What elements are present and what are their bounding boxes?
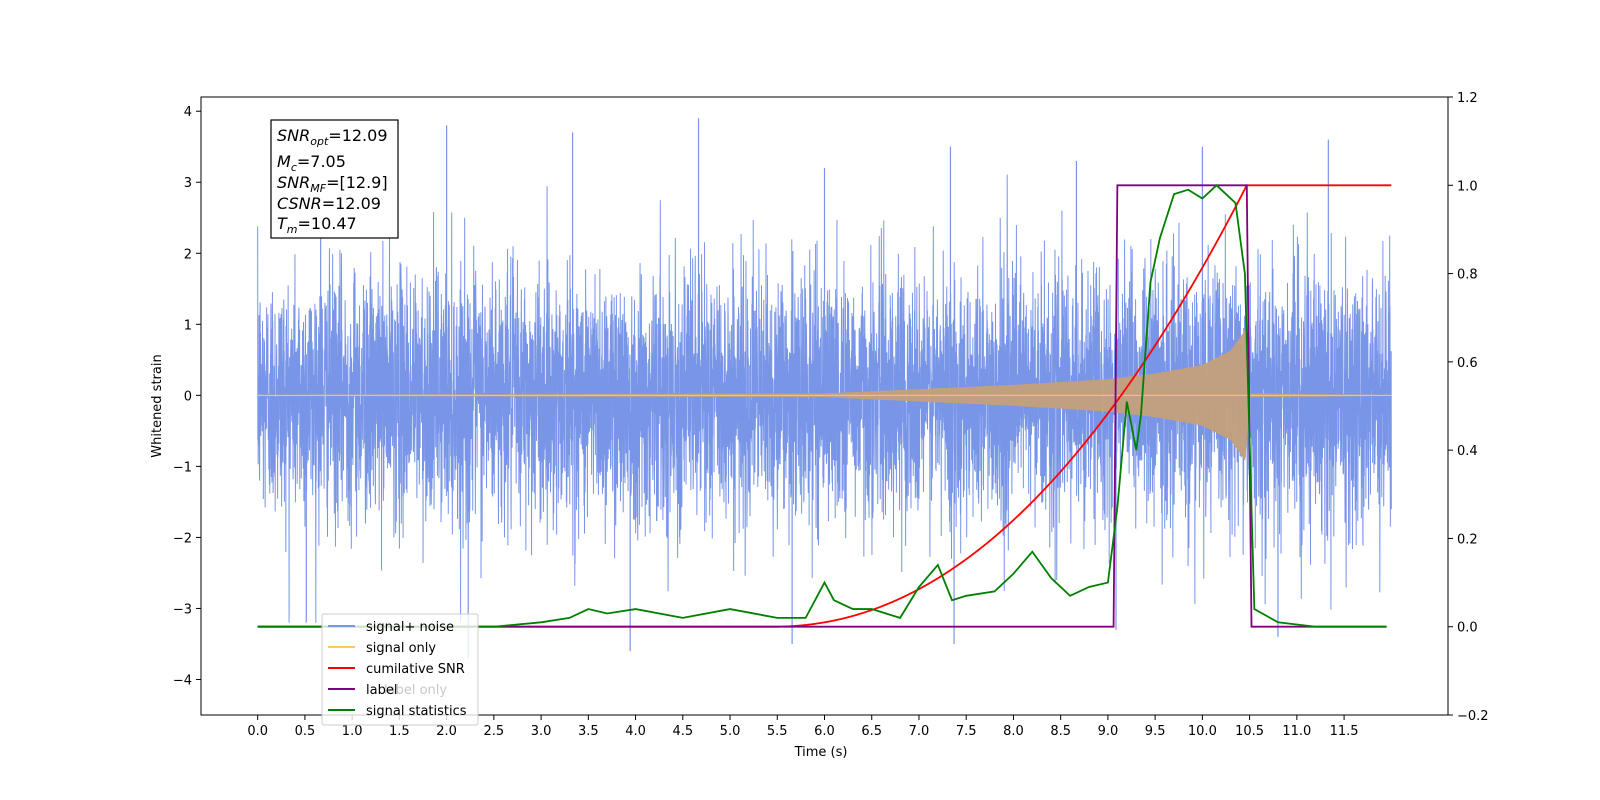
y-axis-label: Whitened strain (150, 354, 165, 457)
info-subscript: opt (310, 135, 329, 148)
x-tick-label: 0.5 (295, 724, 316, 739)
y-right-tick-label: 0.2 (1457, 532, 1478, 547)
x-tick-label: 1.5 (389, 724, 410, 739)
x-tick-label: 7.0 (909, 724, 930, 739)
y-left-tick-label: −2 (173, 531, 192, 546)
y-left-tick-label: 1 (184, 318, 192, 333)
legend-label-signal-statistics: signal statistics (366, 704, 467, 719)
info-value: =7.05 (297, 152, 346, 171)
y-right-tick-label: 1.2 (1457, 91, 1478, 106)
legend-label-signal-only: signal only (366, 641, 436, 656)
x-tick-label: 5.0 (720, 724, 741, 739)
series-layer (257, 118, 1392, 659)
info-box-frame (270, 119, 399, 239)
y-left-tick-label: −3 (173, 602, 192, 617)
y-right-tick-label: 0.6 (1457, 356, 1478, 371)
x-tick-label: 3.5 (578, 724, 599, 739)
info-value: =10.47 (298, 214, 357, 233)
x-tick-label: 4.5 (672, 724, 693, 739)
x-tick-label: 6.5 (861, 724, 882, 739)
x-tick-label: 0.0 (247, 724, 268, 739)
legend: signal+ noise signal only cumilative SNR… (321, 613, 479, 726)
x-tick-label: 9.0 (1098, 724, 1119, 739)
axes-layer: 0.0 0.5 1.0 1.5 2.0 2.5 3.0 3.5 4.0 4.5 5.0 5.5 6.0 6… (173, 91, 1489, 739)
x-tick-label: 11.5 (1330, 724, 1359, 739)
y-right-tick-label: 0.0 (1457, 621, 1478, 636)
x-tick-label: 4.0 (625, 724, 646, 739)
y-right-tick-label: 0.8 (1457, 268, 1478, 283)
info-line-csnr: CSNR=12.09 (277, 194, 381, 213)
x-tick-label: 10.5 (1235, 724, 1264, 739)
x-tick-label: 6.0 (814, 724, 835, 739)
y-left-tick-label: 2 (184, 247, 192, 262)
info-value: =[12.9] (326, 173, 388, 192)
y-right-tick-label: 0.4 (1457, 444, 1478, 459)
info-symbol: CSNR (277, 194, 322, 213)
info-symbol: M (277, 152, 291, 171)
legend-label-cumulative-snr: cumilative SNR (366, 662, 465, 677)
x-tick-label: 3.0 (531, 724, 552, 739)
x-tick-label: 2.5 (484, 724, 505, 739)
x-tick-label: 10.0 (1188, 724, 1217, 739)
x-tick-label: 7.5 (956, 724, 977, 739)
x-tick-label: 2.0 (436, 724, 457, 739)
info-subscript: m (287, 223, 298, 236)
x-tick-label: 8.5 (1050, 724, 1071, 739)
info-symbol: T (277, 214, 288, 233)
info-symbol: SNR (277, 126, 310, 145)
info-symbol: SNR (277, 173, 310, 192)
y-left-tick-label: 0 (184, 389, 192, 404)
info-line-tm: Tm=10.47 (277, 214, 357, 236)
info-line-snr-opt: SNRopt=12.09 (277, 126, 388, 148)
info-subscript: c (291, 161, 297, 174)
legend-label-label-only: label only (384, 683, 447, 698)
y-left-tick-label: −1 (173, 460, 192, 475)
x-tick-label: 8.0 (1003, 724, 1024, 739)
info-box: SNRopt=12.09 Mc=7.05 SNRMF=[12.9] CSNR=1… (270, 119, 399, 239)
y-right-tick-label: −0.2 (1457, 709, 1489, 724)
x-tick-label: 1.0 (342, 724, 363, 739)
info-line-mc: Mc=7.05 (277, 152, 346, 174)
x-tick-label: 11.0 (1282, 724, 1311, 739)
legend-label-signal-noise: signal+ noise (366, 620, 454, 635)
legend-label-label: label (366, 683, 397, 698)
x-tick-label: 5.5 (767, 724, 788, 739)
info-value: =12.09 (328, 126, 387, 145)
x-tick-label: 9.5 (1145, 724, 1166, 739)
y-left-tick-label: 3 (184, 176, 192, 191)
y-left-tick-label: 4 (184, 105, 192, 120)
info-subscript: MF (310, 182, 326, 195)
y-right-tick-label: 1.0 (1457, 179, 1478, 194)
info-line-snr-mf: SNRMF=[12.9] (277, 173, 388, 195)
info-value: =12.09 (322, 194, 381, 213)
series-cumulative-snr (257, 184, 1392, 628)
series-signal-statistics (257, 184, 1387, 628)
x-axis-label: Time (s) (794, 745, 848, 760)
y-left-tick-label: −4 (173, 673, 192, 688)
series-label (257, 184, 1387, 628)
legend-frame (321, 613, 479, 726)
